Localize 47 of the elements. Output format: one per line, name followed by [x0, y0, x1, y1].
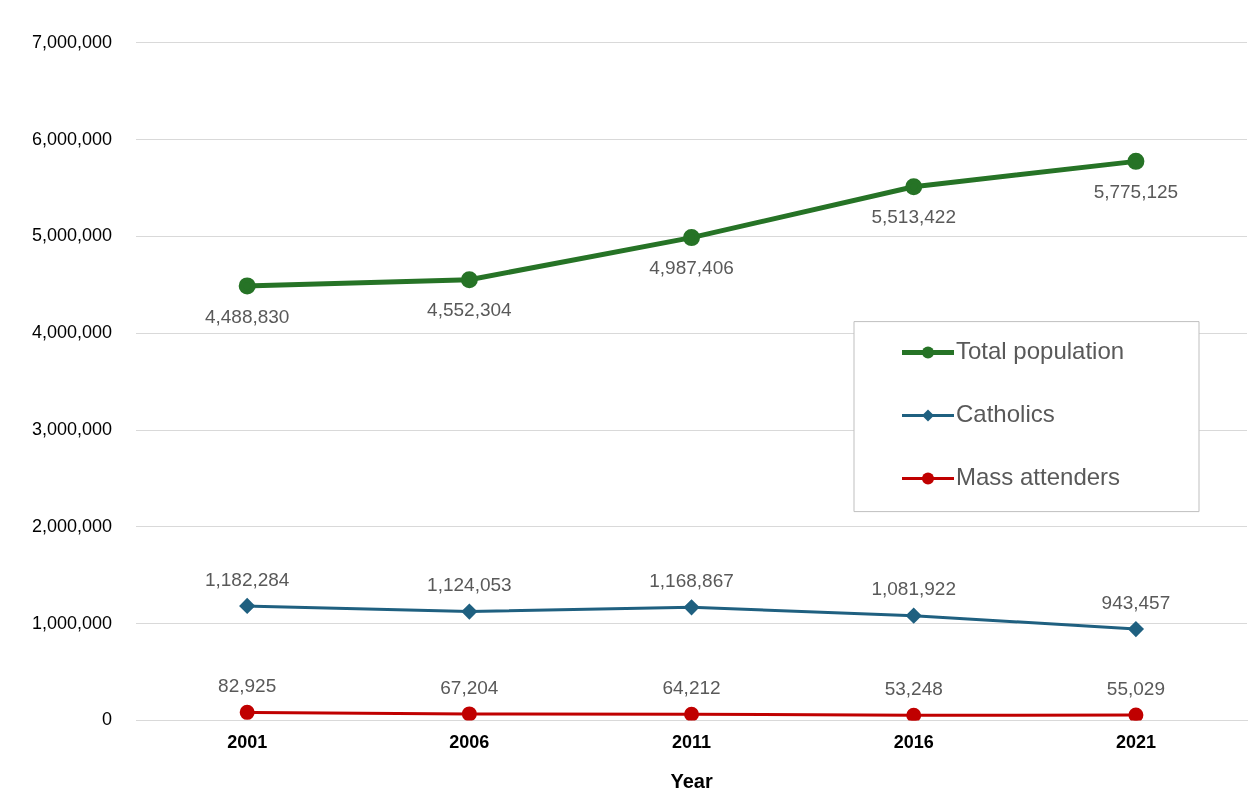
point: [684, 706, 700, 721]
x-tick-label: 2016: [893, 732, 934, 753]
data-label: 82,925: [218, 675, 277, 697]
x-tick-label: 2021: [1115, 732, 1156, 753]
data-label: 53,248: [884, 677, 943, 699]
y-tick-label: 1,000,000: [32, 612, 113, 633]
point: [906, 707, 922, 721]
point: [906, 608, 922, 624]
point: [461, 706, 477, 721]
point: [460, 271, 478, 289]
data-label: 1,182,284: [204, 568, 290, 590]
data-label: 5,775,125: [1093, 181, 1179, 203]
point: [1128, 621, 1144, 637]
data-label: 943,457: [1101, 591, 1171, 613]
point: [461, 604, 477, 620]
point: [1127, 152, 1145, 170]
point: [684, 599, 700, 615]
legend-label: Mass attenders: [956, 463, 1121, 491]
data-label: 5,513,422: [871, 206, 956, 228]
y-tick-label: 6,000,000: [32, 128, 113, 149]
data-label: 1,081,922: [871, 578, 956, 600]
point: [239, 704, 255, 720]
data-label: 1,168,867: [649, 569, 734, 591]
y-tick-label: 4,000,000: [32, 322, 113, 343]
data-label: 64,212: [662, 676, 721, 698]
data-label: 4,552,304: [427, 299, 513, 321]
data-label: 67,204: [440, 676, 499, 698]
y-tick-label: 3,000,000: [32, 418, 113, 439]
x-tick-label: 2001: [227, 732, 268, 753]
point: [238, 277, 256, 295]
point: [239, 598, 255, 614]
legend-label: Total population: [956, 337, 1125, 365]
x-axis-title: Year: [670, 769, 713, 792]
y-tick-label: 2,000,000: [32, 515, 113, 536]
data-label: 4,987,406: [649, 257, 734, 279]
x-tick-label: 2006: [449, 732, 490, 753]
legend-label: Catholics: [956, 400, 1055, 428]
y-tick-label: 5,000,000: [32, 225, 113, 246]
y-tick-label: 7,000,000: [32, 31, 113, 52]
y-tick-label: 0: [102, 709, 113, 730]
point: [905, 178, 923, 196]
point: [683, 229, 701, 247]
data-label: 1,124,053: [427, 574, 512, 596]
point: [1128, 707, 1144, 721]
x-tick-label: 2011: [672, 732, 712, 753]
data-label: 4,488,830: [204, 305, 290, 327]
data-label: 55,029: [1106, 677, 1165, 699]
